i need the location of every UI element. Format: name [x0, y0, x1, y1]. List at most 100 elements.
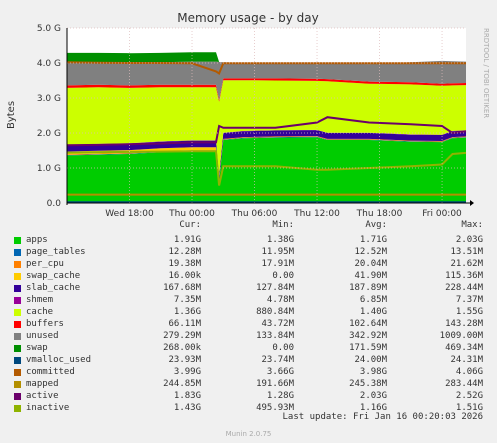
- legend-avg-value: 12.52M: [354, 247, 387, 257]
- legend-cur-value: 244.85M: [163, 379, 201, 389]
- legend-avg-value: 41.90M: [354, 271, 387, 281]
- legend-name: buffers: [26, 319, 64, 329]
- legend-min-value: 1.28G: [266, 391, 294, 401]
- legend-swatch: [14, 309, 21, 316]
- legend-swatch: [14, 261, 21, 268]
- legend-avg-value: 1.71G: [359, 235, 387, 245]
- legend-swatch: [14, 369, 21, 376]
- legend-avg-value: 1.40G: [359, 307, 387, 317]
- legend-name: unused: [26, 331, 59, 341]
- legend-max-value: 1.55G: [455, 307, 483, 317]
- legend-header: Cur: Min: Avg: Max:: [0, 220, 497, 232]
- legend-avg-value: 342.92M: [349, 331, 387, 341]
- chart-title: Memory usage - by day: [177, 11, 318, 25]
- legend-cur-value: 1.91G: [173, 235, 201, 245]
- legend-swatch: [14, 393, 21, 400]
- y-tick-label: 1.0 G: [37, 164, 61, 174]
- legend-row-vmalloc-used: vmalloc_used 23.93M 23.74M 24.00M 24.31M: [0, 355, 497, 367]
- y-tick-label: 5.0 G: [37, 24, 61, 34]
- legend-cur-value: 1.36G: [173, 307, 201, 317]
- legend-avg-value: 24.00M: [354, 355, 387, 365]
- legend-cur-value: 268.00k: [163, 343, 201, 353]
- x-tick-label: Thu 06:00: [231, 209, 278, 219]
- legend-name: committed: [26, 367, 75, 377]
- legend-cur-value: 1.83G: [173, 391, 201, 401]
- legend-name: page_tables: [26, 247, 86, 257]
- legend-swatch: [14, 273, 21, 280]
- legend-cur-value: 167.68M: [163, 283, 201, 293]
- legend-swatch: [14, 333, 21, 340]
- area-unused: [67, 60, 466, 101]
- legend-row-per-cpu: per_cpu 19.38M 17.91M 20.04M 21.62M: [0, 259, 497, 271]
- legend-name: apps: [26, 235, 48, 245]
- legend-name: mapped: [26, 379, 59, 389]
- legend-max-value: 4.06G: [455, 367, 483, 377]
- legend-min-value: 191.66M: [256, 379, 294, 389]
- legend-row-committed: committed 3.99G 3.66G 3.98G 4.06G: [0, 367, 497, 379]
- area-apps: [67, 137, 466, 203]
- legend-cur-value: 3.99G: [173, 367, 201, 377]
- legend-min-value: 127.84M: [256, 283, 294, 293]
- legend-row-swap: swap 268.00k 0.00 171.59M 469.34M: [0, 343, 497, 355]
- legend-max-value: 1009.00M: [439, 331, 483, 341]
- legend-max-value: 2.52G: [455, 391, 483, 401]
- line-inactive: [66, 150, 467, 186]
- legend-min-value: 17.91M: [261, 259, 294, 269]
- legend-swatch: [14, 297, 21, 304]
- legend-max-value: 143.28M: [445, 319, 483, 329]
- header-min: Min:: [272, 220, 294, 230]
- line-layer: [66, 61, 467, 204]
- legend-min-value: 11.95M: [261, 247, 294, 257]
- legend-max-value: 2.03G: [455, 235, 483, 245]
- legend-row-buffers: buffers 66.11M 43.72M 102.64M 143.28M: [0, 319, 497, 331]
- legend-max-value: 283.44M: [445, 379, 483, 389]
- area-shmem: [67, 129, 466, 176]
- tick-layer: 0.0 1.0 G 2.0 G 3.0 G 4.0 G 5.0 G Wed 18:00 Thu…: [37, 24, 462, 219]
- legend-avg-value: 171.59M: [349, 343, 387, 353]
- legend-swatch: [14, 381, 21, 388]
- legend-row-cache: cache 1.36G 880.84M 1.40G 1.55G: [0, 307, 497, 319]
- legend-name: per_cpu: [26, 259, 64, 269]
- legend-avg-value: 20.04M: [354, 259, 387, 269]
- legend-name: swap: [26, 343, 48, 353]
- y-tick-label: 2.0 G: [37, 129, 61, 139]
- legend-swatch: [14, 321, 21, 328]
- legend-min-value: 1.38G: [266, 235, 294, 245]
- y-tick-label: 3.0 G: [37, 94, 61, 104]
- legend-swatch: [14, 357, 21, 364]
- x-tick-label: Fri 00:00: [422, 209, 462, 219]
- legend-max-value: 24.31M: [450, 355, 483, 365]
- legend-row-slab-cache: slab_cache 167.68M 127.84M 187.89M 228.44M: [0, 283, 497, 295]
- legend-cur-value: 1.43G: [173, 403, 201, 413]
- legend-name: vmalloc_used: [26, 355, 92, 365]
- legend-max-value: 7.37M: [455, 295, 483, 305]
- legend-min-value: 3.66G: [266, 367, 294, 377]
- legend-avg-value: 1.16G: [359, 403, 387, 413]
- x-tick-label: Thu 12:00: [293, 209, 340, 219]
- legend-min-value: 23.74M: [261, 355, 294, 365]
- legend-min-value: 880.84M: [256, 307, 294, 317]
- legend-max-value: 21.62M: [450, 259, 483, 269]
- header-cur: Cur:: [179, 220, 201, 230]
- x-tick-label: Wed 18:00: [105, 209, 154, 219]
- legend-cur-value: 279.29M: [163, 331, 201, 341]
- legend-swatch: [14, 285, 21, 292]
- legend-max-value: 228.44M: [445, 283, 483, 293]
- x-tick-label: Thu 18:00: [356, 209, 403, 219]
- legend-row-page-tables: page_tables 12.28M 11.95M 12.52M 13.51M: [0, 247, 497, 259]
- legend-max-value: 13.51M: [450, 247, 483, 257]
- header-avg: Avg:: [365, 220, 387, 230]
- y-axis-label: Bytes: [6, 101, 17, 129]
- legend-cur-value: 19.38M: [168, 259, 201, 269]
- legend-row-active: active 1.83G 1.28G 2.03G 2.52G: [0, 391, 497, 403]
- legend-avg-value: 187.89M: [349, 283, 387, 293]
- memory-chart: Memory usage - by day Bytes RRDTOOL / TO…: [6, 11, 490, 219]
- legend-max-value: 115.36M: [445, 271, 483, 281]
- legend-min-value: 4.78M: [266, 295, 294, 305]
- legend-row-inactive: inactive 1.43G 495.93M 1.16G 1.51G: [0, 403, 497, 415]
- x-tick-label: Thu 00:00: [168, 209, 215, 219]
- legend-name: shmem: [26, 295, 54, 305]
- footer-version: Munin 2.0.75: [225, 430, 272, 438]
- legend-avg-value: 102.64M: [349, 319, 387, 329]
- legend-row-shmem: shmem 7.35M 4.78M 6.85M 7.37M: [0, 295, 497, 307]
